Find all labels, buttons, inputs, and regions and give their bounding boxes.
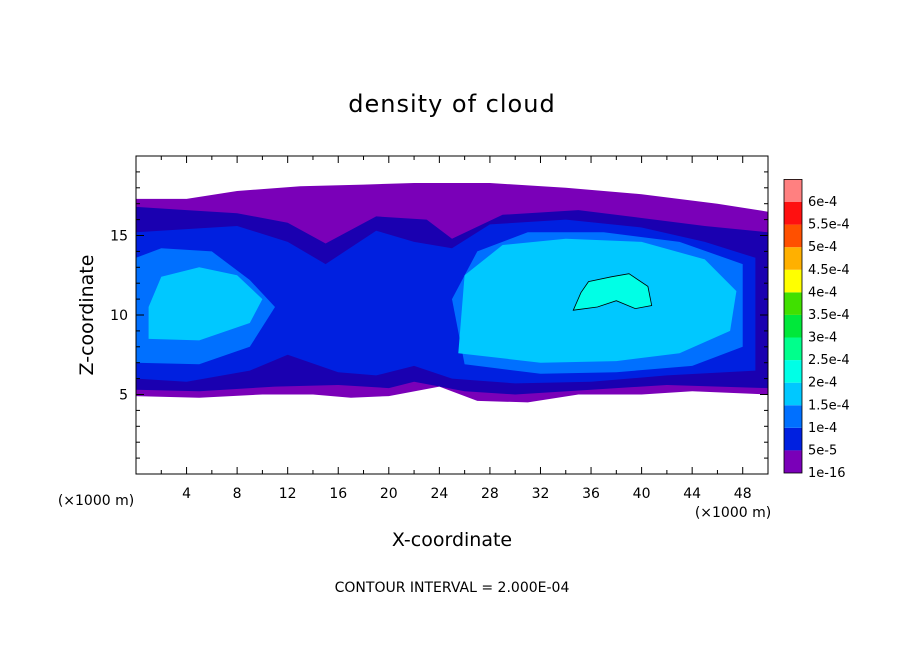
density-region-6: [148, 267, 263, 341]
chart-title: density of cloud: [348, 90, 555, 118]
x-tick-label: 40: [633, 486, 651, 502]
colorbar-label: 1.5e-4: [808, 398, 850, 413]
z-unit-label: (×1000 m): [58, 493, 134, 509]
colorbar-frame: [783, 179, 803, 474]
y-tick-label: 5: [119, 388, 128, 404]
colorbar-label: 6e-4: [808, 195, 837, 210]
x-axis-label: X-coordinate: [392, 529, 512, 551]
x-tick-label: 20: [380, 486, 398, 502]
colorbar-swatch: [784, 314, 802, 338]
colorbar-label: 1e-4: [808, 421, 837, 436]
colorbar-swatch: [784, 269, 802, 293]
colorbar-label: 5.5e-4: [808, 218, 850, 233]
colorbar-swatch: [784, 405, 802, 428]
colorbar-swatch: [784, 179, 802, 202]
colorbar-swatch: [784, 247, 802, 270]
colorbar-swatch: [784, 360, 802, 383]
colorbar-swatch: [784, 382, 802, 406]
colorbar-label: 5e-5: [808, 443, 837, 458]
colorbar-label: 1e-16: [808, 466, 846, 481]
colorbar-swatch: [784, 337, 802, 361]
density-region-8: [572, 273, 653, 311]
y-axis-label: Z-coordinate: [76, 255, 98, 376]
x-tick-label: 24: [430, 486, 448, 502]
colorbar-label: 3.5e-4: [808, 308, 850, 323]
y-tick-label: 10: [110, 308, 128, 324]
y-tick-label: 15: [110, 229, 128, 245]
x-tick-label: 4: [182, 486, 191, 502]
colorbar-label: 5e-4: [808, 240, 837, 255]
colorbar-label: 3e-4: [808, 331, 837, 346]
x-axis: 4 8 12 16 20 24 28 32 36 40 44 48: [160, 156, 752, 502]
x-tick-label: 48: [734, 486, 752, 502]
x-tick-label: 28: [481, 486, 499, 502]
x-tick-label: 36: [582, 486, 600, 502]
x-unit-label: (×1000 m): [695, 505, 771, 521]
contour-interval-note: CONTOUR INTERVAL = 2.000E-04: [335, 580, 570, 596]
colorbar-label: 2.5e-4: [808, 353, 850, 368]
colorbar-swatch: [784, 224, 802, 248]
x-tick-label: 8: [233, 486, 242, 502]
x-tick-label: 32: [532, 486, 550, 502]
colorbar-label: 2e-4: [808, 376, 837, 391]
density-field: [136, 183, 768, 403]
colorbar-swatch: [784, 292, 802, 315]
y-axis: 5 10 15: [110, 171, 768, 459]
colorbar-swatch-bottom: [784, 450, 802, 473]
x-tick-label: 44: [683, 486, 701, 502]
colorbar-label: 4e-4: [808, 285, 837, 300]
x-tick-label: 16: [329, 486, 347, 502]
colorbar: 1e-16 5e-5 1e-4 1.5e-4 2e-4 2.5e-4 3e-4 3.5e-4 4…: [783, 179, 850, 481]
colorbar-label: 4.5e-4: [808, 263, 850, 278]
x-tick-label: 12: [279, 486, 297, 502]
colorbar-swatch: [784, 427, 802, 451]
colorbar-swatch: [784, 202, 802, 225]
